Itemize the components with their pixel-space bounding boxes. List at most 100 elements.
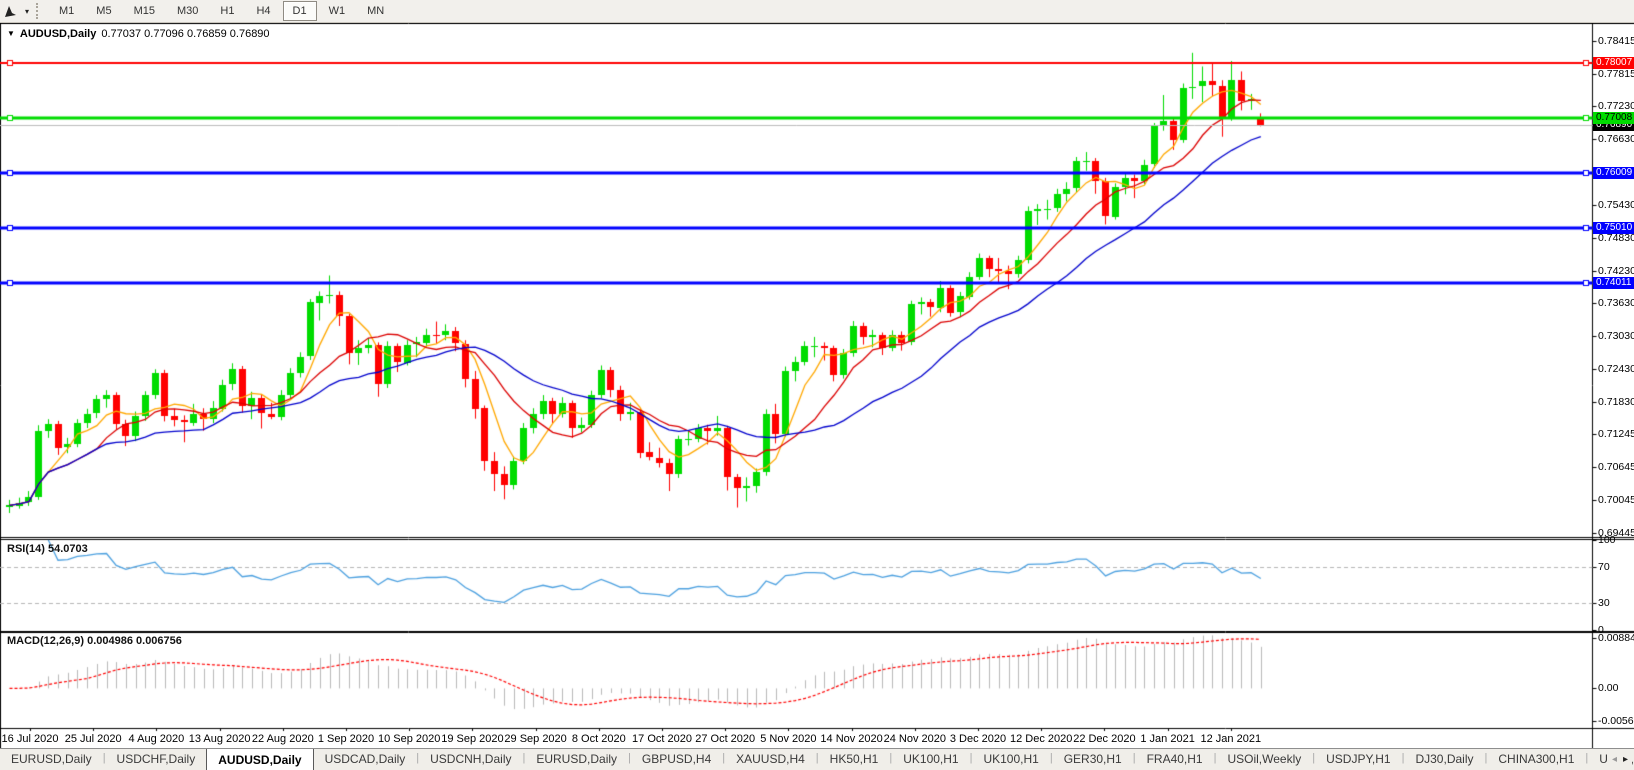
symbol-dropdown-icon: ▼ bbox=[7, 28, 15, 38]
timeframe-button-m15[interactable]: M15 bbox=[133, 5, 155, 17]
date-label: 5 Nov 2020 bbox=[760, 733, 817, 745]
tab-divider: | bbox=[522, 752, 526, 764]
tab-divider: | bbox=[1132, 752, 1136, 764]
chart-tab[interactable]: EURUSD,Daily bbox=[11, 752, 92, 766]
date-label: 16 Jul 2020 bbox=[1, 733, 59, 745]
chart-tab[interactable]: GBPUSD,H4 bbox=[641, 752, 712, 766]
scroll-left-icon[interactable]: ◂ bbox=[1611, 753, 1617, 765]
timeframe-button-h1[interactable]: H1 bbox=[220, 5, 235, 17]
timeframe-button-d1[interactable]: D1 bbox=[282, 1, 317, 21]
chart-tab[interactable]: USOil,Weekly bbox=[1227, 752, 1302, 766]
chart-tab[interactable]: HK50,H1 bbox=[829, 752, 879, 766]
date-label: 22 Dec 2020 bbox=[1073, 733, 1136, 745]
date-label: 29 Sep 2020 bbox=[504, 733, 567, 745]
macd-tick-label: 0.00884 bbox=[1598, 631, 1634, 644]
tab-divider: | bbox=[102, 752, 106, 764]
chart-tab-bar: EURUSD,Daily | USDCHF,Daily AUDUSD,Daily USD… bbox=[0, 748, 1634, 770]
price-tick-label: 0.70045 bbox=[1598, 494, 1634, 507]
timeframe-button-h4[interactable]: H4 bbox=[256, 5, 271, 17]
timeframe-button-m5[interactable]: M5 bbox=[96, 5, 112, 17]
ohlc-values: 0.77037 0.77096 0.76859 0.76890 bbox=[101, 28, 270, 40]
price-badge: 0.77008 bbox=[1593, 112, 1634, 125]
price-tick-label: 0.75430 bbox=[1598, 198, 1634, 211]
chart-pointer-icon[interactable] bbox=[0, 2, 20, 20]
chart-tab[interactable]: DJ30,Daily bbox=[1415, 752, 1474, 766]
rsi-pane-label: RSI(14) 54.0703 bbox=[7, 543, 88, 555]
timeframe-button-group: M1 M5 M15 M30 H1 H4 D1 W1 MN bbox=[48, 1, 395, 21]
price-tick-label: 0.73630 bbox=[1598, 297, 1634, 310]
tab-divider: | bbox=[722, 752, 726, 764]
price-tick-label: 0.74230 bbox=[1598, 264, 1634, 277]
price-tick-label: 0.71830 bbox=[1598, 396, 1634, 409]
price-tick-label: 0.77230 bbox=[1598, 99, 1634, 112]
chart-tab[interactable]: USDCNH,Daily bbox=[430, 752, 512, 766]
price-tick-label: 0.71245 bbox=[1598, 428, 1634, 441]
date-label: 27 Oct 2020 bbox=[695, 733, 756, 745]
price-badge: 0.76009 bbox=[1593, 166, 1634, 179]
chart-tab[interactable]: GER30,H1 bbox=[1063, 752, 1122, 766]
price-tick-label: 0.78415 bbox=[1598, 34, 1634, 47]
symbol-label: AUDUSD,Daily bbox=[19, 28, 97, 40]
timeframe-button-w1[interactable]: W1 bbox=[328, 5, 346, 17]
date-label: 12 Jan 2021 bbox=[1200, 733, 1262, 745]
tab-divider: | bbox=[889, 752, 893, 764]
tab-divider: | bbox=[1484, 752, 1488, 764]
chart-canvas[interactable] bbox=[0, 23, 1634, 748]
price-tick-label: 0.69445 bbox=[1598, 527, 1634, 540]
price-tick-label: 0.73030 bbox=[1598, 330, 1634, 343]
date-label: 24 Nov 2020 bbox=[883, 733, 946, 745]
rsi-tick-label: 0 bbox=[1598, 624, 1604, 636]
chart-tab[interactable]: UK100,H1 bbox=[983, 752, 1039, 766]
tab-divider: | bbox=[1312, 752, 1316, 764]
date-label: 25 Jul 2020 bbox=[64, 733, 122, 745]
chart-tab[interactable]: USDCHF,Daily bbox=[116, 752, 196, 766]
timeframe-toolbar: ▾ M1 M5 M15 M30 H1 H4 D1 W1 MN bbox=[0, 0, 1634, 23]
chevron-down-icon[interactable]: ▾ bbox=[24, 6, 29, 16]
tab-divider: | bbox=[969, 752, 973, 764]
timeframe-button-m1[interactable]: M1 bbox=[59, 5, 75, 17]
price-badge: 0.78007 bbox=[1593, 57, 1634, 70]
rsi-tick-label: 30 bbox=[1598, 597, 1610, 609]
price-badge: 0.74011 bbox=[1593, 276, 1634, 289]
date-label: 1 Sep 2020 bbox=[317, 733, 375, 745]
date-label: 14 Nov 2020 bbox=[820, 733, 883, 745]
chart-title: ▼ AUDUSD,Daily 0.77037 0.77096 0.76859 0… bbox=[7, 28, 270, 40]
price-tick-label: 0.76630 bbox=[1598, 132, 1634, 145]
timeframe-button-mn[interactable]: MN bbox=[367, 5, 385, 17]
chart-tab[interactable]: CHINA300,H1 bbox=[1498, 752, 1575, 766]
tab-divider: | bbox=[1585, 752, 1589, 764]
chart-tab[interactable]: XAUUSD,H4 bbox=[736, 752, 805, 766]
timeframe-button-m30[interactable]: M30 bbox=[176, 5, 199, 17]
date-label: 10 Sep 2020 bbox=[377, 733, 441, 745]
chart-tab[interactable]: USDJPY,H1 bbox=[1326, 752, 1391, 766]
price-tick-label: 0.72430 bbox=[1598, 363, 1634, 376]
rsi-tick-label: 100 bbox=[1598, 534, 1616, 546]
chart-tab[interactable]: UK100,H1 bbox=[903, 752, 959, 766]
macd-tick-label: 0.00 bbox=[1598, 682, 1619, 695]
tab-divider: | bbox=[628, 752, 631, 764]
macd-tick-label: -0.00565 bbox=[1598, 714, 1634, 727]
chart-tab[interactable]: EURUSD,Daily bbox=[536, 752, 618, 766]
date-label: 3 Dec 2020 bbox=[949, 733, 1007, 745]
chart-tab[interactable]: FRA40,H1 bbox=[1146, 752, 1203, 766]
chart-tab[interactable]: USDCAD,Daily bbox=[324, 752, 406, 766]
rsi-tick-label: 70 bbox=[1598, 561, 1610, 573]
tab-divider: | bbox=[1213, 752, 1217, 764]
scroll-right-icon[interactable]: ▸ bbox=[1622, 753, 1628, 765]
macd-pane-label: MACD(12,26,9) 0.004986 0.006756 bbox=[7, 635, 182, 647]
toolbar-grip-handle[interactable] bbox=[36, 3, 43, 19]
price-tick-label: 0.70645 bbox=[1598, 461, 1634, 474]
chart-tab[interactable]: AUDUSD,Daily bbox=[206, 749, 314, 770]
price-tick-label: 0.74830 bbox=[1598, 231, 1634, 244]
chart-window: ▼ AUDUSD,Daily 0.77037 0.77096 0.76859 0… bbox=[0, 23, 1634, 748]
tab-divider: | bbox=[1401, 752, 1405, 764]
tab-divider: | bbox=[416, 752, 420, 764]
tab-scroll-arrows: ◂ ▸ bbox=[1607, 749, 1632, 769]
date-label: 12 Dec 2020 bbox=[1009, 733, 1073, 745]
price-badge: 0.75010 bbox=[1593, 221, 1634, 234]
price-tick-label: 0.77815 bbox=[1598, 67, 1634, 80]
date-label: 22 Aug 2020 bbox=[251, 733, 314, 745]
date-label: 8 Oct 2020 bbox=[571, 733, 626, 745]
date-label: 1 Jan 2021 bbox=[1140, 733, 1195, 745]
